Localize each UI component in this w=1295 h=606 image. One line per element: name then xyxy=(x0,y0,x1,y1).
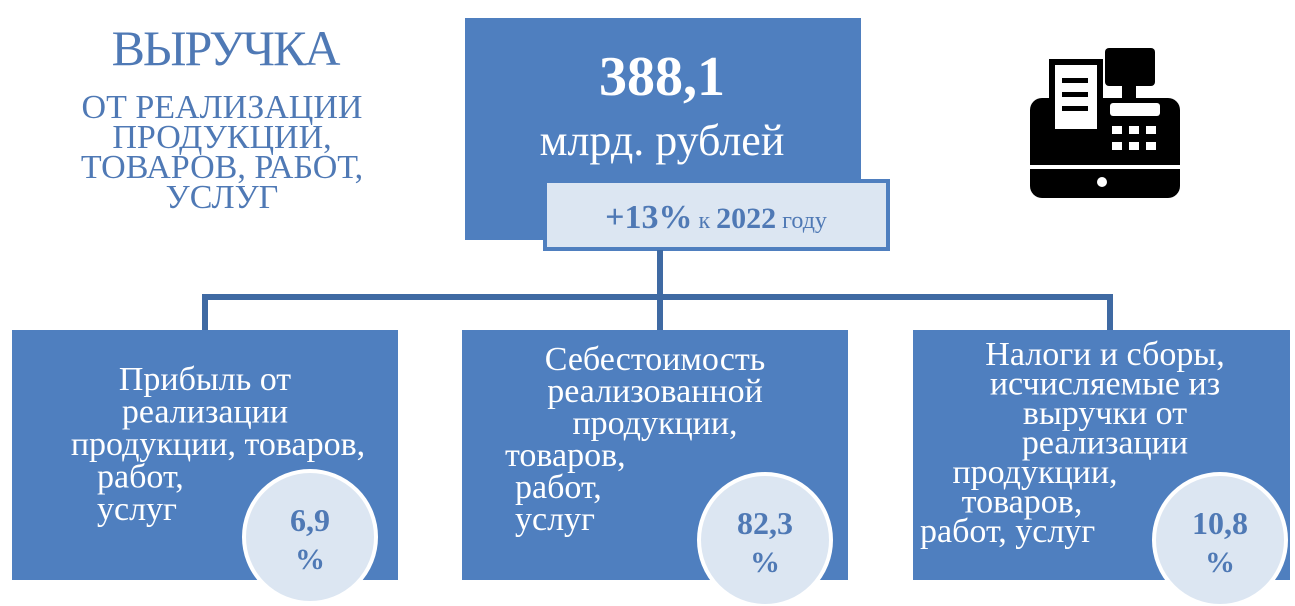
total-unit: млрд. рублей xyxy=(540,116,785,165)
share-value: 82,3 xyxy=(737,505,793,541)
subtitle-line: УСЛУГ xyxy=(166,179,279,216)
subtitle-line: ТОВАРОВ, РАБОТ, xyxy=(81,149,363,186)
part-label-line: выручки от xyxy=(1023,395,1187,432)
part-label-line: Себестоимость xyxy=(545,341,766,378)
change-prefix: к xyxy=(698,208,710,234)
part-label-line: работ, услуг xyxy=(920,513,1095,550)
part-label-line: товаров, xyxy=(962,484,1083,521)
part-label-line: продукции, xyxy=(572,405,737,442)
change-percent: +13% xyxy=(605,199,692,236)
change-suffix: году xyxy=(782,208,827,234)
connectors xyxy=(202,250,1113,330)
share-circle xyxy=(697,472,833,606)
title: ВЫРУЧКА xyxy=(112,20,341,76)
share-value: 6,9 xyxy=(290,502,330,538)
subtitle-line: ОТ РЕАЛИЗАЦИИ xyxy=(82,89,363,126)
total-value: 388,1 xyxy=(599,46,725,108)
change-year: 2022 xyxy=(716,202,776,235)
part-label-line: услуг xyxy=(97,491,177,528)
change-box xyxy=(543,179,890,251)
share-circle xyxy=(1152,472,1288,606)
change: +13% к 2022 году xyxy=(605,199,827,236)
cash-register-icon xyxy=(1030,48,1180,198)
share-unit: % xyxy=(295,543,325,576)
part-label-line: реализованной xyxy=(547,373,763,410)
share-unit: % xyxy=(1205,546,1235,579)
part-label-line: реализации xyxy=(122,394,288,431)
subtitle-line: ПРОДУКЦИИ, xyxy=(112,119,331,156)
share-circle xyxy=(242,469,378,605)
part-label-line: Налоги и сборы, xyxy=(985,336,1224,373)
part-label-line: Прибыль от xyxy=(119,361,291,398)
part-label-line: исчисляемые из xyxy=(990,366,1220,403)
part-label-line: работ, xyxy=(97,459,184,496)
part-label-line: продукции, товаров, xyxy=(71,426,365,463)
part-label-line: услуг xyxy=(515,501,595,538)
share-value: 10,8 xyxy=(1192,505,1248,541)
part-label-line: продукции, xyxy=(952,454,1117,491)
part-label-line: реализации xyxy=(1022,425,1188,462)
part-label-line: работ, xyxy=(515,469,602,506)
part-label-line: товаров, xyxy=(505,437,626,474)
share-unit: % xyxy=(750,546,780,579)
